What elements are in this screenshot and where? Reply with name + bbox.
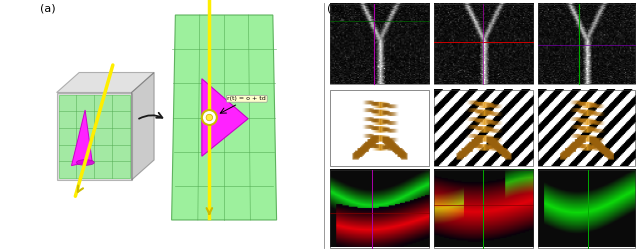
Polygon shape xyxy=(172,15,276,220)
Bar xyxy=(434,170,533,248)
Bar xyxy=(538,90,636,166)
Polygon shape xyxy=(59,94,129,178)
Polygon shape xyxy=(132,72,154,180)
Polygon shape xyxy=(56,72,154,92)
FancyArrowPatch shape xyxy=(139,113,163,119)
Ellipse shape xyxy=(76,160,94,165)
Bar xyxy=(434,4,533,84)
Polygon shape xyxy=(202,79,248,156)
Text: (b): (b) xyxy=(326,4,342,14)
Bar xyxy=(330,4,429,84)
Bar xyxy=(434,90,533,166)
Polygon shape xyxy=(72,110,92,166)
Polygon shape xyxy=(56,92,132,180)
Circle shape xyxy=(202,110,217,125)
Bar xyxy=(538,4,636,84)
Circle shape xyxy=(206,114,212,121)
Text: r(t) = o + td: r(t) = o + td xyxy=(227,96,266,101)
Bar xyxy=(330,90,429,166)
Bar xyxy=(538,170,636,248)
Bar xyxy=(330,170,429,248)
Text: (a): (a) xyxy=(40,4,56,14)
